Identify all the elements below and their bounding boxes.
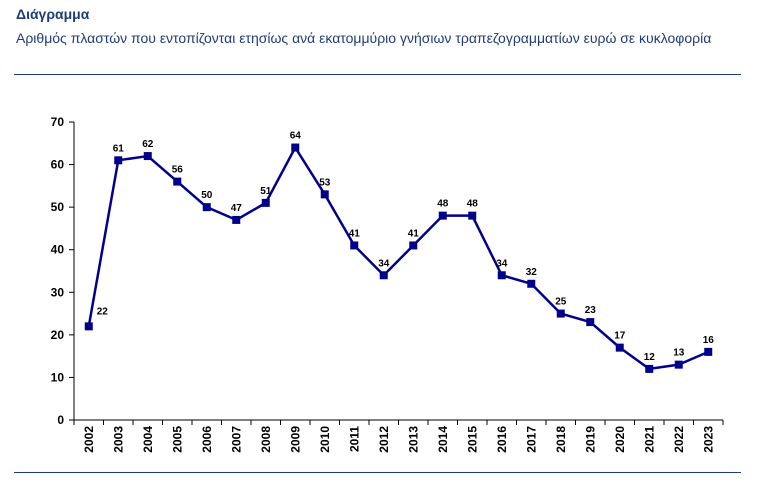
data-point [409, 241, 418, 250]
data-point [350, 241, 359, 250]
data-point [704, 347, 713, 356]
data-label: 34 [496, 258, 508, 269]
data-point [468, 211, 477, 220]
y-tick-label: 10 [51, 370, 65, 384]
x-tick-label: 2004 [141, 426, 155, 453]
y-tick-label: 0 [57, 413, 64, 427]
x-tick-label: 2010 [318, 426, 332, 453]
data-point [202, 203, 211, 212]
data-label: 51 [260, 186, 272, 197]
data-point [674, 360, 683, 369]
data-label: 47 [231, 203, 243, 214]
data-point [527, 279, 536, 288]
data-label: 25 [555, 297, 567, 308]
y-tick-label: 20 [51, 328, 65, 342]
x-tick-label: 2006 [200, 426, 214, 453]
data-point [173, 177, 182, 186]
data-point [232, 215, 241, 224]
data-point [379, 271, 388, 280]
data-label: 17 [614, 331, 626, 342]
chart-heading: Διάγραμμα [16, 6, 90, 22]
y-tick-label: 70 [51, 115, 65, 129]
x-tick-label: 2009 [288, 426, 302, 453]
y-tick-label: 60 [51, 158, 65, 172]
y-tick-label: 50 [51, 200, 65, 214]
data-label: 12 [644, 352, 656, 363]
data-label: 50 [201, 190, 213, 201]
data-label: 56 [172, 165, 184, 176]
data-label: 64 [290, 131, 302, 142]
data-label: 34 [378, 258, 390, 269]
data-point [645, 364, 654, 373]
data-point [261, 198, 270, 207]
x-tick-label: 2007 [229, 426, 243, 453]
data-label: 23 [585, 305, 597, 316]
data-label: 41 [349, 228, 361, 239]
data-point [586, 318, 595, 327]
data-label: 48 [467, 199, 479, 210]
chart-subtitle: Αριθμός πλαστών που εντοπίζονται ετησίως… [16, 30, 712, 46]
x-tick-label: 2017 [524, 426, 538, 453]
data-point [556, 309, 565, 318]
y-tick-label: 30 [51, 285, 65, 299]
data-point [84, 322, 93, 331]
x-tick-label: 2018 [554, 426, 568, 453]
x-tick-label: 2008 [259, 426, 273, 453]
bottom-divider [14, 472, 741, 473]
data-label: 48 [437, 199, 449, 210]
data-label: 22 [97, 306, 109, 317]
x-tick-label: 2012 [377, 426, 391, 453]
x-tick-label: 2015 [465, 426, 479, 453]
data-label: 13 [673, 348, 685, 359]
x-tick-label: 2014 [436, 426, 450, 453]
top-divider [14, 74, 741, 75]
x-tick-label: 2016 [495, 426, 509, 453]
data-label: 62 [142, 139, 154, 150]
data-point [497, 271, 506, 280]
data-point [143, 152, 152, 161]
x-tick-label: 2021 [642, 426, 656, 453]
series-line [87, 146, 709, 371]
x-tick-label: 2002 [82, 426, 96, 453]
data-label: 53 [319, 177, 331, 188]
data-point [320, 190, 329, 199]
y-tick-label: 40 [51, 243, 65, 257]
x-tick-label: 2020 [613, 426, 627, 453]
x-tick-label: 2013 [406, 426, 420, 453]
data-point [438, 211, 447, 220]
data-label: 32 [526, 267, 538, 278]
data-point [615, 343, 624, 352]
data-point [291, 143, 300, 152]
data-point [114, 156, 123, 165]
data-label: 16 [703, 335, 715, 346]
x-tick-label: 2019 [583, 426, 597, 453]
x-tick-label: 2005 [170, 426, 184, 453]
x-tick-label: 2011 [347, 426, 361, 452]
x-tick-label: 2022 [672, 426, 686, 453]
x-tick-label: 2023 [701, 426, 715, 453]
data-label: 61 [113, 143, 125, 154]
data-label: 41 [408, 228, 420, 239]
x-tick-label: 2003 [111, 426, 125, 453]
